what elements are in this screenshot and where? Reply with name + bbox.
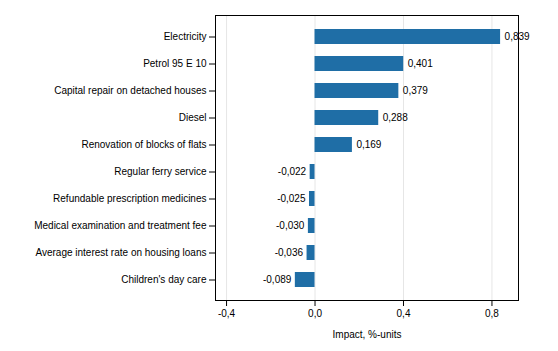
svg-text:0,839: 0,839 — [505, 31, 530, 42]
svg-text:0,0: 0,0 — [308, 308, 322, 319]
svg-text:Children's day care: Children's day care — [121, 274, 207, 285]
svg-text:0,4: 0,4 — [397, 308, 411, 319]
svg-text:-0,089: -0,089 — [263, 274, 292, 285]
svg-text:-0,030: -0,030 — [276, 220, 305, 231]
svg-text:Renovation of blocks of flats: Renovation of blocks of flats — [81, 139, 206, 150]
svg-text:-0,036: -0,036 — [275, 247, 304, 258]
svg-text:Diesel: Diesel — [179, 112, 207, 123]
svg-text:0,288: 0,288 — [383, 112, 408, 123]
svg-text:0,401: 0,401 — [408, 58, 433, 69]
svg-text:-0,4: -0,4 — [218, 308, 236, 319]
svg-text:Medical examination and treatm: Medical examination and treatment fee — [34, 220, 207, 231]
svg-text:-0,025: -0,025 — [277, 193, 306, 204]
svg-text:0,169: 0,169 — [356, 139, 381, 150]
svg-text:-0,022: -0,022 — [278, 166, 307, 177]
svg-text:Capital repair on detached hou: Capital repair on detached houses — [54, 85, 206, 96]
svg-text:Petrol 95 E 10: Petrol 95 E 10 — [143, 58, 207, 69]
svg-text:Regular ferry service: Regular ferry service — [114, 166, 207, 177]
svg-text:Refundable prescription medici: Refundable prescription medicines — [53, 193, 206, 204]
svg-text:Average interest rate on housi: Average interest rate on housing loans — [35, 247, 206, 258]
svg-text:0,8: 0,8 — [485, 308, 499, 319]
svg-text:0,379: 0,379 — [403, 85, 428, 96]
svg-text:Impact, %-units: Impact, %-units — [333, 329, 402, 340]
svg-text:Electricity: Electricity — [164, 31, 207, 42]
